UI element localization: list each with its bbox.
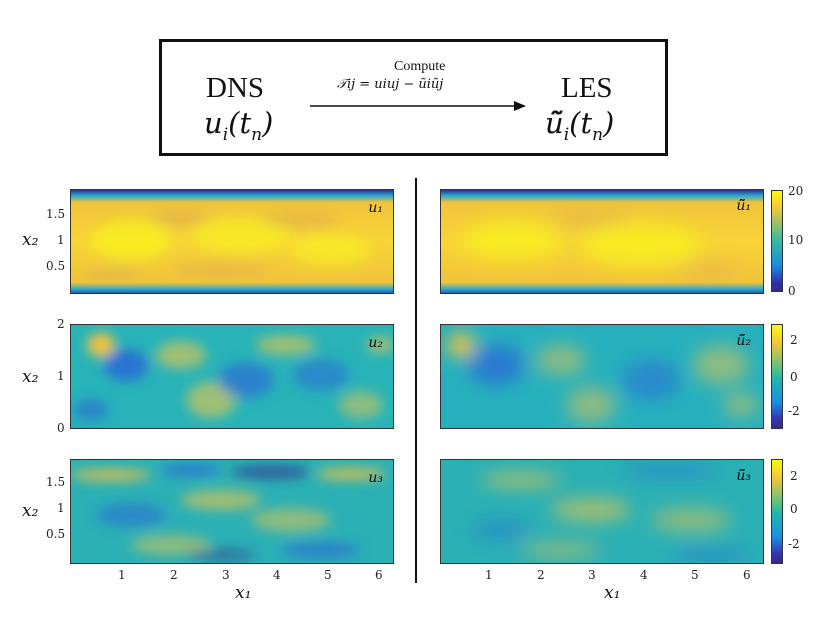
left-xtick-4: 4 [273,568,281,582]
row2-ylabel: x₂ [22,367,39,387]
cb1-tick-bottom: 0 [788,284,796,298]
cb1-tick-mid: 10 [788,233,804,247]
cb2-tick-top: 2 [790,333,798,347]
dns-u2-field-image [71,325,393,428]
column-divider [415,178,417,583]
cb3-tick-top: 2 [790,469,798,483]
les-u1-field-plot: ũ̃₁ [440,189,764,294]
row1-ylabel: x₂ [22,230,39,250]
u3-label: u₃ [368,470,383,486]
cb3-tick-bottom: -2 [788,537,800,551]
cb1-tick-top: 20 [788,184,804,198]
left-xtick-2: 2 [170,568,178,582]
right-xtick-2: 2 [537,568,545,582]
cb2-tick-mid: 0 [790,370,798,384]
row1-ytick-2: 1 [57,233,65,247]
les-u3-field-image [441,460,763,563]
left-xlabel: x₁ [235,583,252,603]
dns-u1-field-plot: u₁ [70,189,394,294]
les-u3-field-plot: ũ̃₃ [440,459,764,564]
les-velocity-symbol: ũ̃i(tn) [545,106,615,145]
row3-ytick-2: 1 [57,501,65,515]
row3-ytick-1: 1.5 [46,475,66,489]
right-xtick-5: 5 [691,568,699,582]
dns-velocity-symbol: ui(tn) [204,106,274,145]
row2-ytick-1: 2 [57,317,65,331]
left-xtick-1: 1 [118,568,126,582]
right-xtick-6: 6 [743,568,751,582]
right-xlabel: x₁ [604,583,621,603]
stress-formula: 𝒯ij = uiuj − ũiũj [337,77,444,92]
compute-label: Compute [394,59,446,74]
dns-u1-field-image [71,190,393,293]
colorbar-u3 [771,459,783,564]
compute-arrow-icon [310,101,526,111]
dns-u3-field-image [71,460,393,563]
row2-ytick-3: 0 [57,421,65,435]
dns-title: DNS [206,72,265,104]
ubar2-label: ũ̃₂ [736,333,751,349]
left-xtick-3: 3 [222,568,230,582]
left-xtick-6: 6 [375,568,383,582]
cb3-tick-mid: 0 [790,502,798,516]
left-xtick-5: 5 [324,568,332,582]
right-xtick-3: 3 [588,568,596,582]
row1-ytick-1: 1.5 [46,207,66,221]
right-xtick-1: 1 [485,568,493,582]
cb2-tick-bottom: -2 [788,404,800,418]
les-u2-field-image [441,325,763,428]
dns-to-les-diagram: DNS ui(tn) Compute 𝒯ij = uiuj − ũiũj LES… [159,39,668,156]
row1-ytick-3: 0.5 [46,259,66,273]
row3-ylabel: x₂ [22,501,39,521]
right-xtick-4: 4 [640,568,648,582]
u1-label: u₁ [368,200,383,216]
ubar1-label: ũ̃₁ [736,198,751,214]
colorbar-u2 [771,324,783,429]
dns-u3-field-plot: u₃ [70,459,394,564]
u2-label: u₂ [368,335,383,351]
les-u2-field-plot: ũ̃₂ [440,324,764,429]
les-title: LES [561,72,613,104]
colorbar-u1 [771,190,783,292]
dns-u2-field-plot: u₂ [70,324,394,429]
les-u1-field-image [441,190,763,293]
row2-ytick-2: 1 [57,369,65,383]
ubar3-label: ũ̃₃ [736,468,751,484]
row3-ytick-3: 0.5 [46,527,66,541]
